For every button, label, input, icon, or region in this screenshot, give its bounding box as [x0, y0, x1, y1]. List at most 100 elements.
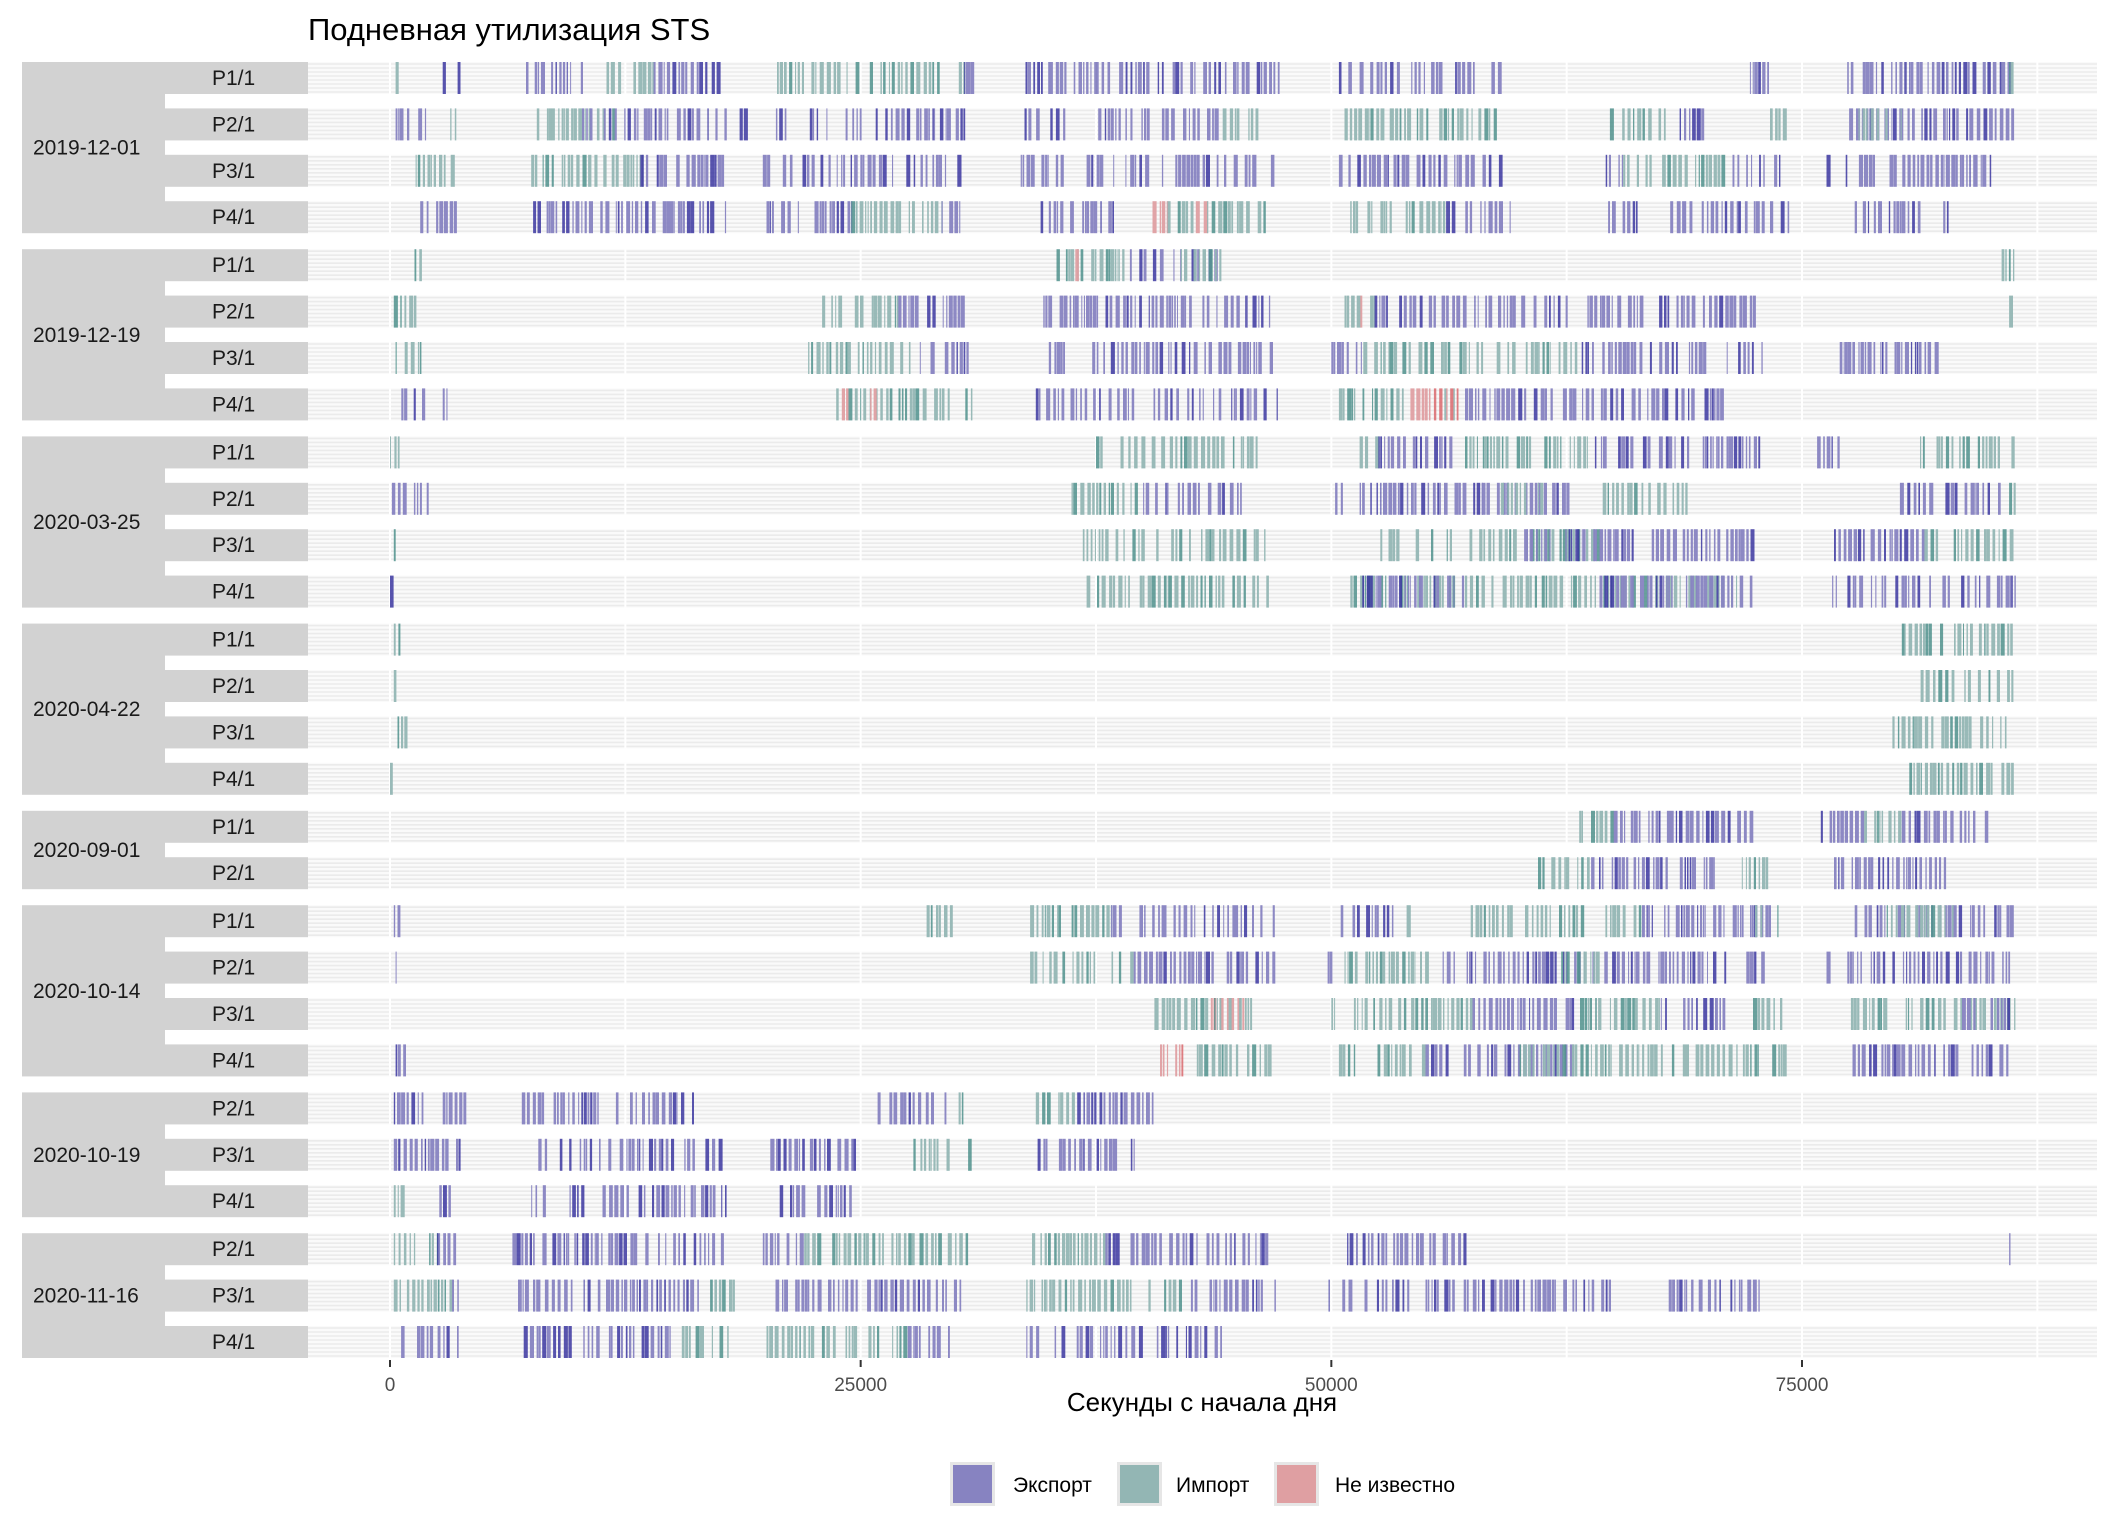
event-bar-export	[1196, 1233, 1198, 1266]
event-bar-import	[1898, 810, 1902, 843]
event-bar-export	[1496, 388, 1501, 421]
event-bar-export	[645, 1326, 649, 1358]
event-bar-export	[608, 1138, 612, 1171]
segment-import	[393, 1279, 453, 1312]
event-bar-export	[1193, 342, 1198, 374]
event-bar-export	[1144, 951, 1148, 984]
event-bar-import	[1911, 998, 1913, 1030]
event-bar-export	[690, 1185, 694, 1218]
event-bar-export	[1170, 342, 1172, 374]
event-bar-unknown	[846, 388, 849, 421]
event-bar-import	[1576, 951, 1581, 984]
event-bar-export	[1996, 575, 2001, 608]
event-bar-export	[837, 1138, 842, 1171]
event-bar-export	[1431, 1279, 1433, 1312]
event-bar-import	[1211, 529, 1215, 562]
event-bar-export	[1458, 1233, 1462, 1266]
event-bar-export	[1554, 951, 1557, 984]
event-bar-import	[1060, 1092, 1064, 1125]
event-bar-export	[1621, 154, 1623, 187]
event-bar-export	[956, 342, 958, 374]
event-bar-import	[1236, 529, 1241, 562]
event-bar-import	[1648, 482, 1651, 515]
event-bar-export	[1142, 1092, 1144, 1125]
event-bar-export	[633, 108, 637, 141]
event-bar-export	[658, 1233, 660, 1266]
event-bar-export	[965, 62, 971, 94]
facet-row-P2/1: P2/1	[165, 1092, 2097, 1125]
segment-import	[1754, 905, 1779, 938]
event-bar-export	[1683, 905, 1686, 938]
event-bar-import	[1091, 905, 1095, 938]
event-bar-import	[1151, 436, 1156, 469]
event-bar-export	[1233, 388, 1236, 421]
segment-export	[531, 1185, 585, 1218]
event-bar-export	[1721, 436, 1724, 469]
event-bar-import	[927, 201, 929, 234]
event-bar-export	[663, 154, 667, 187]
event-bar-export	[1710, 436, 1712, 469]
event-bar-import	[1700, 1044, 1704, 1077]
event-bar-import	[565, 108, 569, 141]
segment-export	[1770, 201, 1790, 234]
event-bar-import	[1548, 575, 1553, 608]
event-bar-export	[1676, 1279, 1679, 1312]
event-bar-export	[390, 575, 394, 608]
event-bar-export	[1868, 154, 1873, 187]
event-bar-import	[1086, 951, 1089, 984]
facet-row-P1/1: P1/1	[165, 623, 2097, 656]
event-bar-export	[1348, 1279, 1353, 1312]
event-bar-export	[572, 1092, 575, 1125]
event-bar-export	[1881, 1044, 1884, 1077]
event-bar-import	[1918, 716, 1923, 749]
segment-export	[1962, 998, 2010, 1030]
event-bar-import	[1058, 905, 1061, 938]
event-bar-import	[1190, 998, 1195, 1030]
legend-label-unknown: Не известно	[1335, 1474, 1455, 1497]
segment-export	[1670, 201, 1765, 234]
event-bar-import	[610, 62, 615, 94]
event-bar-export	[1873, 951, 1875, 984]
event-bar-export	[1376, 62, 1380, 94]
event-bar-export	[1108, 1233, 1111, 1266]
event-bar-export	[419, 482, 422, 515]
event-bar-import	[1765, 857, 1769, 890]
event-bar-export	[676, 1092, 678, 1125]
event-bar-import	[1465, 436, 1468, 469]
event-bar-import	[1923, 905, 1926, 938]
event-bar-export	[1855, 810, 1859, 843]
event-bar-export	[589, 108, 593, 141]
event-bar-import	[531, 154, 535, 187]
event-bar-export	[590, 1092, 593, 1125]
event-bar-export	[1452, 295, 1455, 328]
event-bar-export	[1906, 951, 1908, 984]
event-bar-export	[1860, 810, 1865, 843]
event-bar-export	[1114, 1326, 1116, 1358]
event-bar-export	[676, 108, 681, 141]
event-bar-import	[546, 108, 549, 141]
event-bar-import	[1168, 998, 1172, 1030]
event-bar-export	[401, 1092, 406, 1125]
event-bar-unknown	[1219, 998, 1224, 1030]
event-bar-import	[1672, 154, 1677, 187]
segment-import	[719, 1326, 729, 1358]
event-bar-export	[637, 108, 639, 141]
event-bar-export	[1656, 388, 1660, 421]
event-bar-export	[1404, 1233, 1409, 1266]
event-bar-unknown	[1421, 388, 1425, 421]
event-bar-import	[685, 1326, 688, 1358]
event-bar-import	[1380, 388, 1385, 421]
event-bar-export	[1447, 575, 1450, 608]
event-bar-import	[1963, 623, 1964, 656]
event-bar-export	[645, 201, 649, 234]
event-bar-export	[1868, 905, 1872, 938]
event-bar-export	[601, 1233, 603, 1266]
event-bar-import	[1347, 388, 1352, 421]
event-bar-import	[1211, 201, 1216, 234]
berth-strip	[165, 716, 308, 749]
event-bar-export	[1921, 1044, 1926, 1077]
event-bar-export	[1623, 529, 1627, 562]
event-bar-export	[671, 1138, 675, 1171]
event-bar-export	[1740, 1279, 1743, 1312]
event-bar-export	[1610, 388, 1614, 421]
